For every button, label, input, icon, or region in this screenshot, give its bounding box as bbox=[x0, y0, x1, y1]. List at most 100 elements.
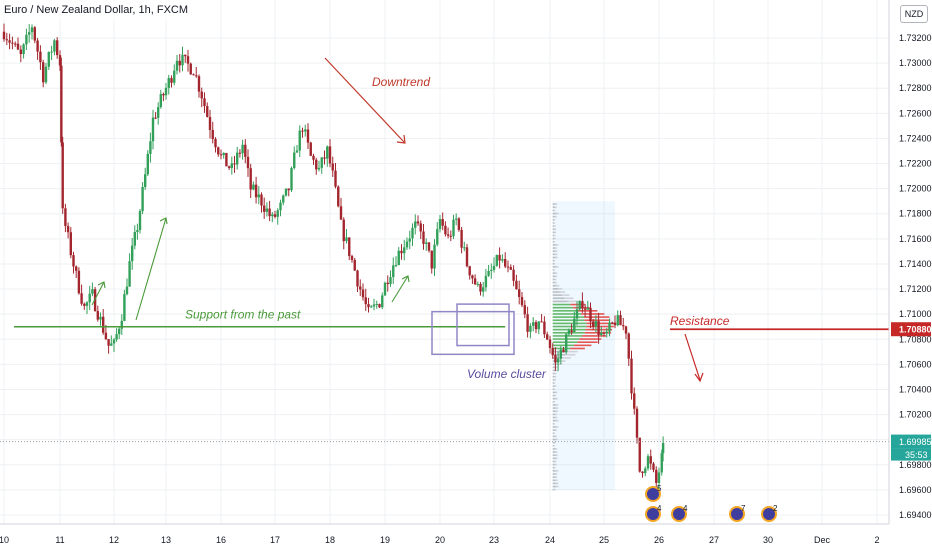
candle-body bbox=[149, 141, 152, 154]
volume-bar-up bbox=[552, 244, 556, 246]
candle-body bbox=[597, 321, 600, 336]
candle-body bbox=[30, 27, 34, 33]
event-icon bbox=[671, 506, 687, 522]
volume-bar-down bbox=[555, 410, 559, 413]
candle-body bbox=[186, 56, 190, 64]
candle-body bbox=[290, 167, 293, 191]
candle-body bbox=[611, 322, 614, 324]
time-tick-label: 30 bbox=[763, 535, 773, 545]
candle-body bbox=[586, 307, 589, 310]
time-axis[interactable]: 10 11 12 13 16 17 18 19 20 23 24 25 26 27 30 Dec 2 bbox=[0, 523, 889, 545]
volume-bar-down bbox=[554, 460, 557, 463]
candle-body bbox=[446, 234, 450, 236]
candle-body bbox=[630, 358, 633, 394]
volume-bar-down bbox=[555, 438, 558, 441]
volume-bar-up bbox=[552, 372, 555, 375]
candle-body bbox=[128, 261, 131, 287]
volume-bar-down bbox=[555, 366, 559, 369]
volume-bar-down bbox=[555, 457, 558, 460]
support-arrow bbox=[391, 275, 409, 303]
candle-body bbox=[578, 301, 581, 310]
volume-bar-down bbox=[555, 416, 558, 419]
volume-bar-down bbox=[553, 401, 555, 403]
volume-bar-down bbox=[555, 391, 558, 394]
candle-body bbox=[660, 453, 663, 473]
candle-body bbox=[484, 275, 488, 288]
candle-body bbox=[518, 289, 521, 297]
candle-body bbox=[416, 221, 420, 224]
candle-body bbox=[334, 170, 337, 187]
volume-bar-up bbox=[552, 266, 556, 268]
candle-body bbox=[501, 259, 504, 261]
candle-body bbox=[102, 316, 105, 333]
volume-bar-down bbox=[555, 407, 559, 409]
candle-body bbox=[208, 116, 212, 130]
candle-body bbox=[622, 325, 625, 327]
candle-body bbox=[361, 289, 365, 298]
volume-bar-up bbox=[552, 253, 556, 256]
volume-bar-down bbox=[561, 294, 570, 296]
volume-bar-down bbox=[579, 338, 602, 340]
candle-body bbox=[181, 54, 184, 66]
candle-body bbox=[244, 144, 247, 157]
candle-body bbox=[167, 78, 170, 88]
candle-body bbox=[77, 270, 81, 294]
candle-body bbox=[644, 468, 647, 474]
volume-bar-up bbox=[552, 444, 554, 447]
candle-body bbox=[526, 314, 529, 332]
candle-body bbox=[506, 266, 510, 268]
volume-bar-down bbox=[555, 256, 558, 259]
currency-button[interactable]: NZD bbox=[900, 5, 928, 23]
price-tick-label: 1.69800 bbox=[899, 460, 932, 470]
price-tick-label: 1.70200 bbox=[899, 410, 932, 420]
candle-body bbox=[605, 331, 608, 334]
candle-body bbox=[268, 208, 271, 217]
price-tick-label: 1.71800 bbox=[899, 209, 932, 219]
volume-bar-down bbox=[554, 463, 557, 466]
volume-bar-down bbox=[555, 451, 558, 453]
resistance-label: Resistance bbox=[670, 314, 730, 328]
candle-body bbox=[372, 304, 376, 307]
candle-body bbox=[455, 218, 458, 220]
title-backdrop bbox=[0, 0, 200, 20]
candle-body bbox=[326, 146, 329, 159]
candle-body bbox=[389, 277, 392, 285]
candle-body bbox=[133, 231, 136, 246]
candle-body bbox=[159, 94, 162, 108]
volume-bar-up bbox=[552, 203, 556, 205]
volume-bar-up bbox=[552, 212, 556, 215]
volume-bar-down bbox=[553, 262, 556, 265]
volume-bar-down bbox=[554, 281, 557, 284]
volume-bar-up bbox=[552, 275, 556, 278]
candle-body bbox=[96, 311, 99, 320]
candle-body bbox=[573, 318, 576, 333]
volume-bar-down bbox=[555, 413, 557, 416]
candle-body bbox=[600, 332, 603, 336]
candle-body bbox=[99, 316, 102, 320]
time-tick-label: 23 bbox=[489, 535, 499, 545]
last-price-label: 1.69985 bbox=[899, 437, 932, 447]
volume-bar-up bbox=[552, 215, 555, 218]
volume-bar-down bbox=[586, 325, 614, 328]
volume-bar-down bbox=[553, 388, 556, 391]
volume-bar-up bbox=[552, 278, 555, 281]
candle-body bbox=[370, 306, 373, 308]
volume-bar-up bbox=[552, 269, 554, 271]
candle-body bbox=[136, 230, 139, 232]
volume-bar-down bbox=[554, 215, 557, 218]
downtrend-arrow-head bbox=[396, 134, 406, 144]
volume-bar-up bbox=[552, 288, 559, 290]
candle-body bbox=[298, 130, 301, 151]
candle-body bbox=[419, 223, 422, 232]
price-axis[interactable]: 1.73200 1.73000 1.72800 1.72600 1.72400 1.722… bbox=[888, 0, 932, 524]
volume-bar-down bbox=[553, 240, 555, 243]
volume-bar-down bbox=[570, 347, 585, 350]
candle-body bbox=[252, 184, 255, 190]
volume-bar-up bbox=[552, 460, 555, 463]
resistance-arrow bbox=[684, 333, 701, 381]
candle-body bbox=[608, 322, 611, 332]
volume-bar-up bbox=[552, 470, 556, 472]
volume-bar-up bbox=[552, 237, 555, 240]
candle-body bbox=[249, 168, 252, 190]
